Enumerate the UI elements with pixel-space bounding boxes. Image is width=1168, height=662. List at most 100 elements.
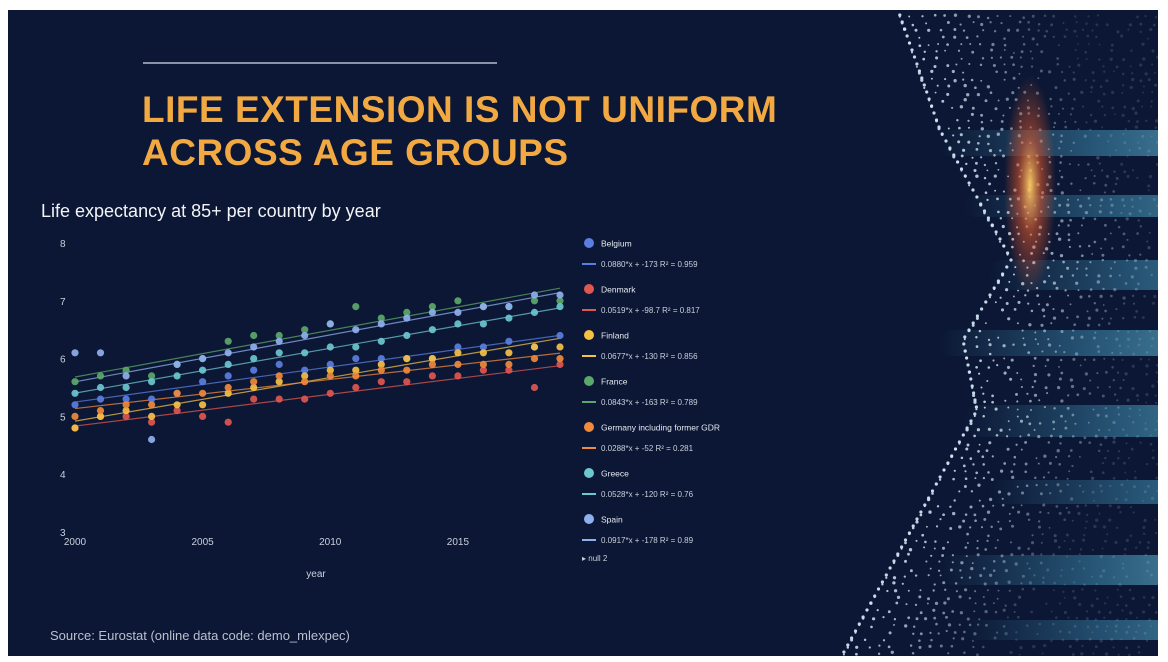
y-tick-label: 3 [60, 528, 66, 539]
legend-marker [584, 330, 594, 340]
data-point [403, 308, 411, 316]
data-point [556, 303, 564, 311]
data-point [326, 360, 334, 368]
data-point [71, 401, 79, 409]
data-point [556, 291, 564, 299]
y-tick-label: 5 [60, 412, 66, 423]
data-point [173, 372, 181, 380]
data-point [377, 314, 385, 322]
data-point [403, 366, 411, 374]
x-tick-label: 2005 [192, 537, 215, 548]
data-point [224, 360, 232, 368]
data-point [479, 366, 487, 374]
data-point [199, 378, 207, 386]
headline-line-2: ACROSS AGE GROUPS [142, 132, 569, 173]
data-point [275, 349, 283, 357]
legend-marker [584, 468, 594, 478]
trend-line [74, 292, 561, 383]
headline: LIFE EXTENSION IS NOT UNIFORM ACROSS AGE… [142, 88, 777, 174]
data-point [377, 355, 385, 363]
data-point [71, 378, 79, 386]
data-point [250, 395, 258, 403]
data-point [454, 308, 462, 316]
x-tick-label: 2015 [447, 537, 470, 548]
legend-marker [584, 422, 594, 432]
data-point [428, 372, 436, 380]
data-point [479, 343, 487, 351]
legend-trend-text: 0.0880*x + -173 R² = 0.959 [601, 260, 698, 269]
legend-label: Finland [601, 331, 629, 341]
data-point [530, 291, 539, 299]
data-point [505, 337, 513, 345]
data-point [224, 389, 232, 397]
data-point [530, 308, 539, 316]
data-point [377, 320, 385, 328]
data-point [479, 349, 487, 357]
data-point [326, 343, 334, 351]
x-tick-label: 2000 [64, 537, 87, 548]
data-point [454, 297, 462, 305]
data-point [505, 303, 513, 311]
data-point [148, 418, 156, 426]
data-point [173, 407, 181, 415]
data-point [122, 401, 130, 409]
data-point [224, 337, 232, 345]
legend-label: France [601, 377, 628, 387]
data-point [148, 378, 156, 386]
data-point [403, 314, 411, 322]
legend-label: Germany including former GDR [601, 423, 720, 433]
data-point [530, 383, 539, 392]
data-point [275, 331, 283, 340]
data-point [275, 378, 283, 386]
data-point [454, 343, 462, 351]
data-point [148, 412, 156, 420]
legend-trend-text: 0.0288*x + -52 R² = 0.281 [601, 444, 694, 453]
data-point [301, 395, 309, 403]
y-tick-label: 6 [60, 355, 66, 366]
legend-trend-text: 0.0677*x + -130 R² = 0.856 [601, 352, 698, 361]
data-point [96, 395, 105, 403]
data-point [71, 349, 79, 357]
data-point [505, 349, 513, 357]
data-point [301, 331, 309, 340]
x-tick-label: 2010 [319, 537, 342, 548]
data-point [122, 407, 130, 415]
data-point [173, 389, 181, 397]
legend-label: Belgium [601, 239, 632, 249]
data-point [199, 389, 207, 397]
data-point [377, 360, 385, 368]
data-point [403, 331, 411, 340]
data-point [301, 378, 309, 386]
glow-highlight [1004, 75, 1056, 295]
data-point [122, 366, 130, 374]
data-point [199, 355, 207, 363]
legend-extra: ▸ null 2 [582, 554, 608, 563]
data-point [71, 389, 79, 397]
data-point [96, 412, 105, 420]
data-point [454, 360, 462, 368]
data-point [352, 303, 360, 311]
data-point [479, 320, 487, 328]
data-point [148, 401, 156, 409]
trend-line [74, 352, 561, 410]
data-point [275, 360, 283, 368]
legend-label: Spain [601, 515, 623, 525]
data-point [148, 435, 156, 444]
data-point [530, 343, 539, 351]
data-point [71, 424, 79, 432]
data-point [403, 378, 411, 386]
legend-label: Greece [601, 469, 629, 479]
data-point [479, 303, 487, 311]
data-point [301, 366, 309, 374]
data-point [224, 349, 232, 357]
trend-line [74, 287, 561, 378]
scatter-chart: 3 4 5 6 7 8 2000 2005 2010 2015 year Belgium 0.0880*… [60, 238, 720, 580]
data-point [250, 355, 258, 363]
trend-line [74, 307, 561, 394]
title-divider [143, 62, 497, 64]
x-axis-label: year [306, 569, 326, 580]
data-point [352, 366, 360, 374]
face-dots [842, 13, 1158, 656]
trend-line [74, 334, 561, 403]
data-point [428, 303, 436, 311]
